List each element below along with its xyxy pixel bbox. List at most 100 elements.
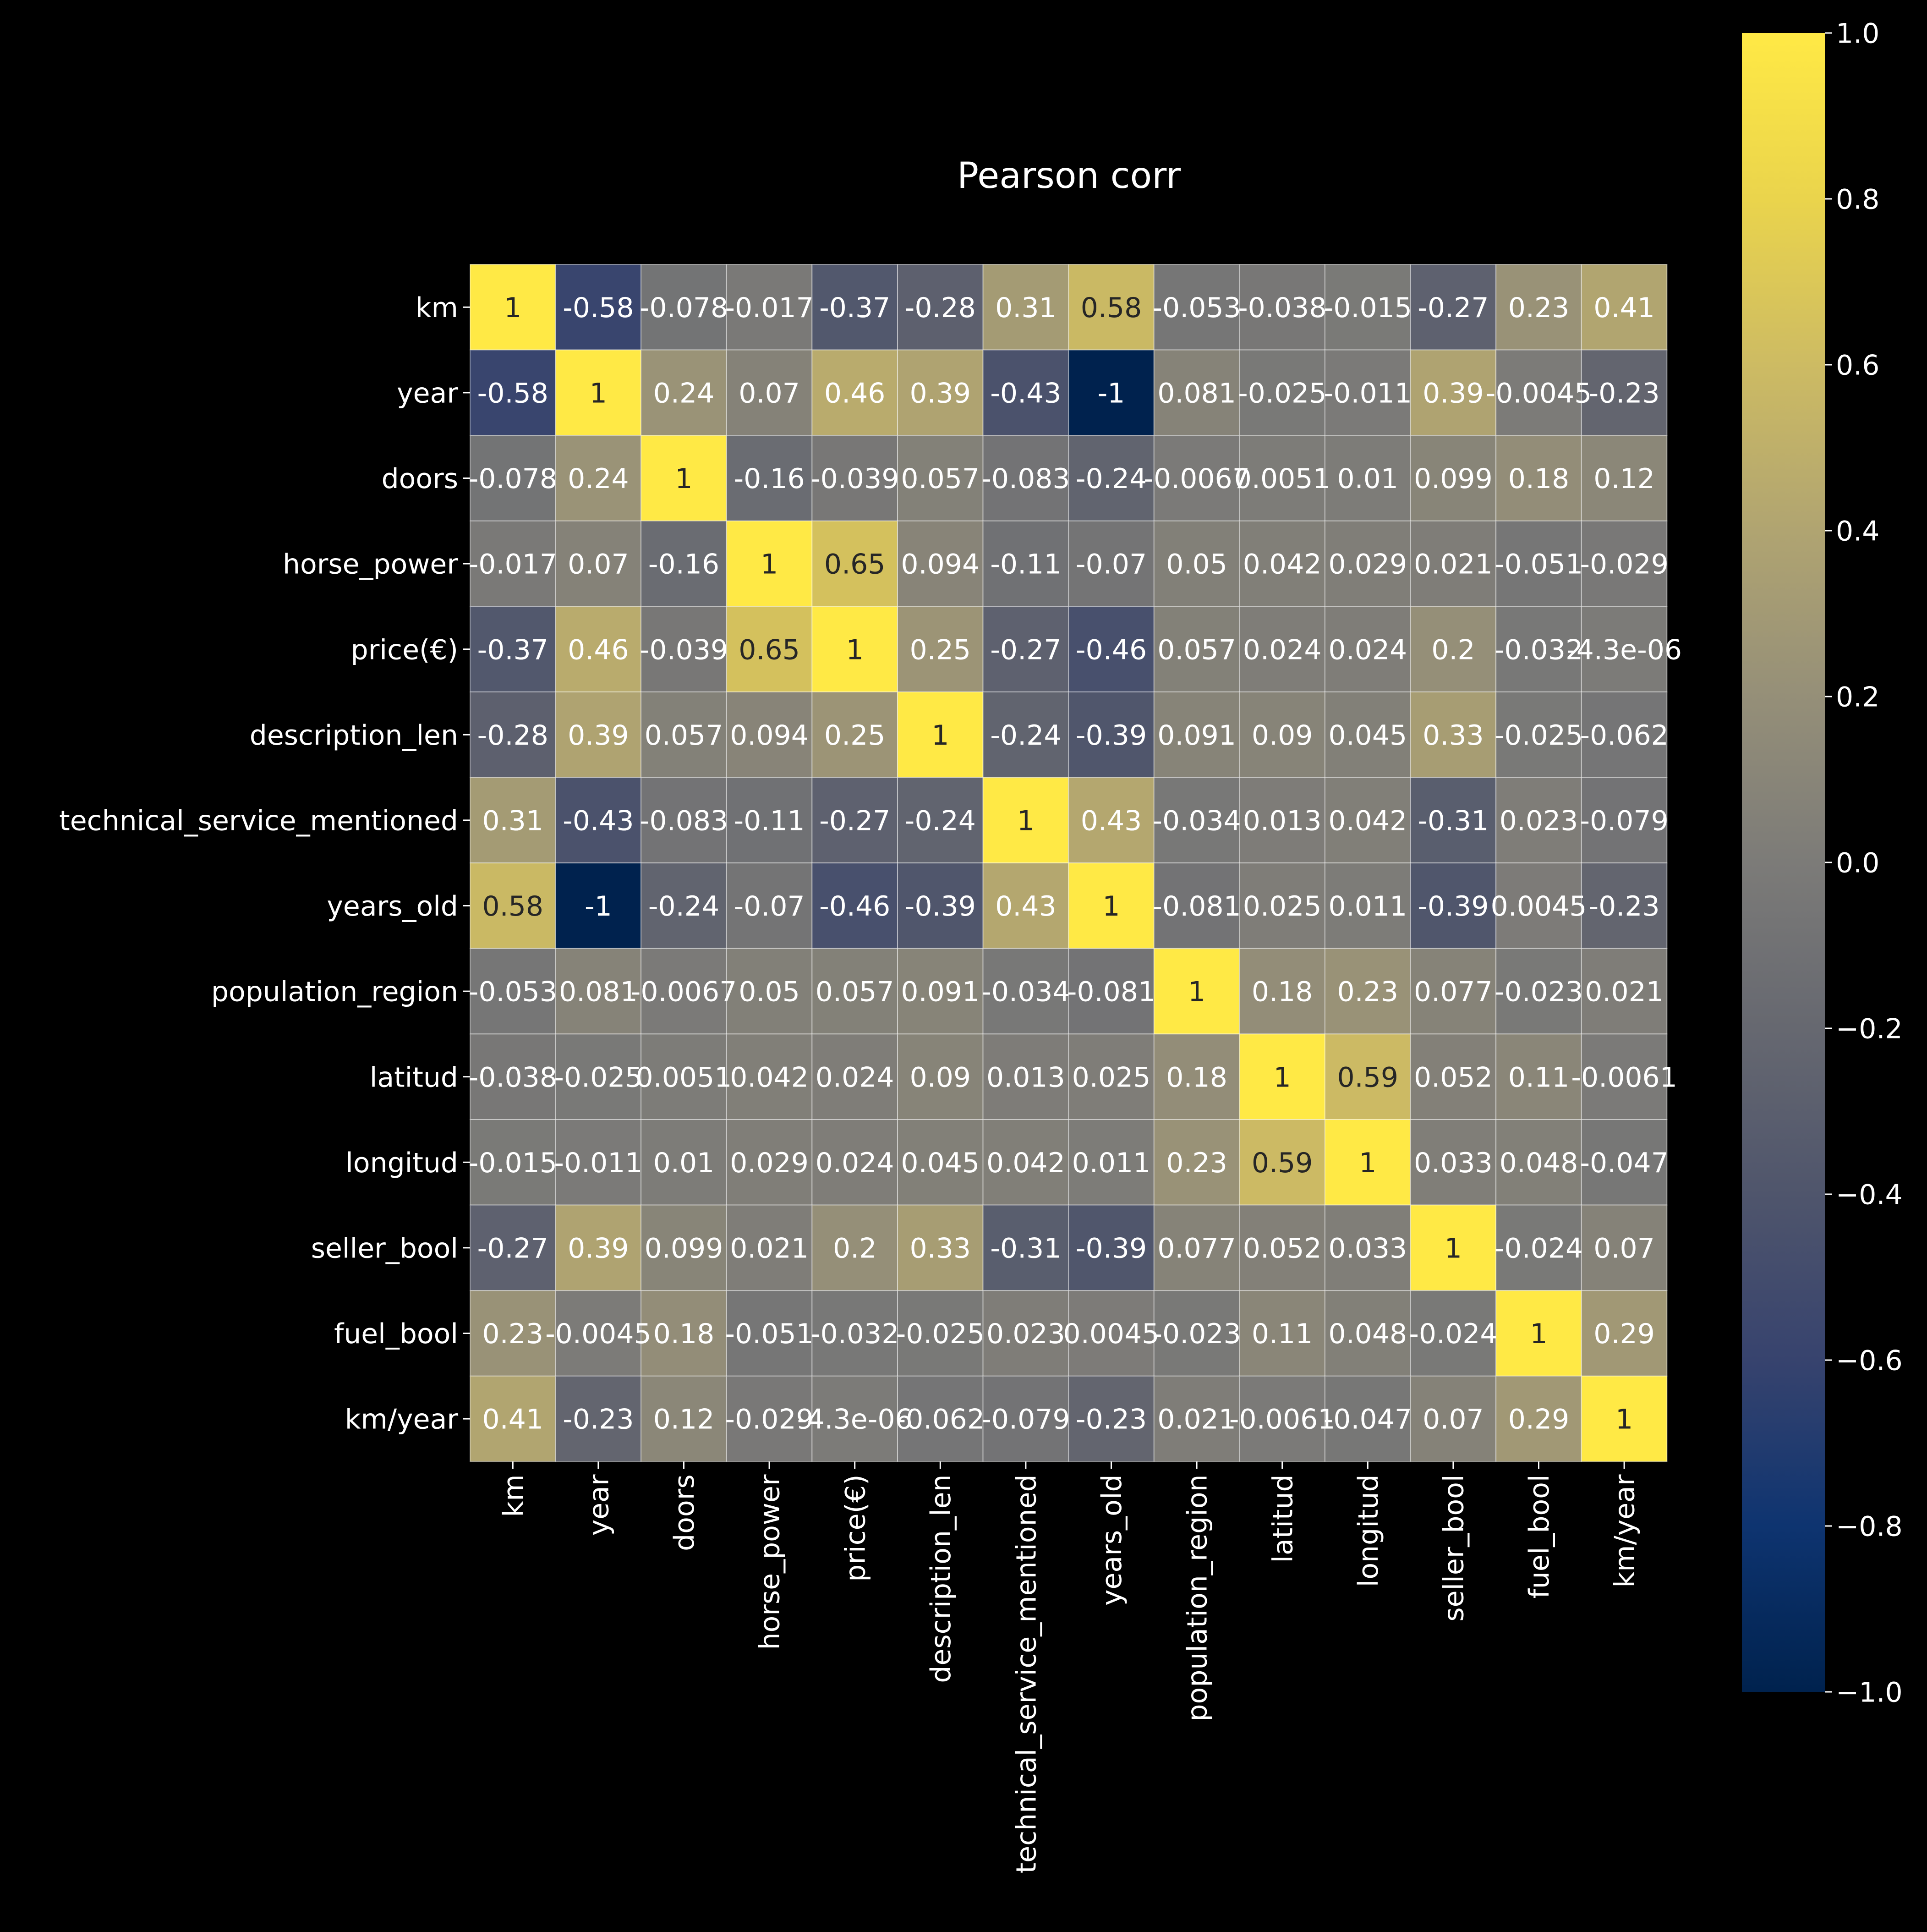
cell-annotation-12-0: 0.23 [482, 1318, 544, 1350]
cell-annotation-6-10: 0.042 [1328, 805, 1407, 837]
cell-annotation-13-3: -0.029 [725, 1404, 813, 1436]
heatmap-cell-11-3 [726, 1204, 813, 1291]
heatmap-cell-3-7 [1068, 520, 1155, 607]
cell-annotation-8-0: -0.053 [469, 976, 557, 1008]
heatmap-cell-7-4 [811, 862, 898, 949]
cell-annotation-3-9: 0.042 [1243, 549, 1322, 581]
cell-annotation-10-2: 0.01 [653, 1147, 715, 1179]
cell-annotation-0-10: -0.015 [1324, 292, 1412, 324]
cell-annotation-11-6: -0.31 [990, 1233, 1061, 1265]
cell-annotation-4-4: 1 [846, 634, 864, 666]
heatmap-cell-7-1 [555, 862, 642, 949]
heatmap-cell-13-9 [1239, 1375, 1325, 1462]
cell-annotation-5-9: 0.09 [1252, 719, 1313, 752]
heatmap-cell-13-8 [1153, 1375, 1240, 1462]
cell-annotation-10-12: 0.048 [1500, 1147, 1578, 1179]
heatmap-cell-13-13 [1581, 1375, 1668, 1462]
heatmap-cell-4-3 [726, 606, 813, 693]
cell-annotation-8-5: 0.091 [901, 976, 980, 1008]
cell-annotation-10-13: -0.047 [1580, 1147, 1668, 1179]
cell-annotation-2-2: 1 [675, 463, 692, 495]
cell-annotation-3-5: 0.094 [901, 549, 980, 581]
x-tick-label-12: fuel_bool [1523, 1474, 1555, 1598]
heatmap-cell-10-1 [555, 1119, 642, 1206]
y-tick-label-5: description_len [250, 719, 458, 752]
heatmap-cell-6-4 [811, 777, 898, 864]
cell-annotation-10-7: 0.011 [1072, 1147, 1151, 1179]
cell-annotation-12-9: 0.11 [1252, 1318, 1313, 1350]
x-tick-labels: km year doors horse_power price(€) descriptio… [498, 1461, 1641, 1873]
cell-annotation-3-0: -0.017 [469, 549, 557, 581]
colorbar-tick-label-0: 1.0 [1836, 18, 1879, 50]
y-tick-label-4: price(€) [351, 634, 458, 666]
heatmap-cell-4-10 [1325, 606, 1411, 693]
cell-annotation-12-3: -0.051 [725, 1318, 813, 1350]
colorbar [1742, 33, 1825, 1692]
cell-annotation-12-13: 0.29 [1593, 1318, 1655, 1350]
heatmap-annotations: 1 -0.58 -0.078-0.017 -0.37 -0.28 0.31 0.58 -0.0… [469, 292, 1682, 1436]
cell-annotation-9-10: 0.59 [1337, 1061, 1399, 1093]
heatmap-cell-10-5 [897, 1119, 984, 1206]
cell-annotation-0-0: 1 [504, 292, 521, 324]
cell-annotation-4-7: -0.46 [1076, 634, 1147, 666]
cell-annotation-10-3: 0.029 [730, 1147, 809, 1179]
y-tick-label-12: fuel_bool [334, 1318, 458, 1350]
cell-annotation-3-1: 0.07 [568, 549, 629, 581]
cell-annotation-6-0: 0.31 [482, 805, 544, 837]
cell-annotation-13-4: -4.3e-06 [797, 1404, 913, 1436]
cell-annotation-10-6: 0.042 [986, 1147, 1065, 1179]
cell-annotation-6-11: -0.31 [1418, 805, 1489, 837]
cell-annotation-1-0: -0.58 [477, 378, 548, 410]
cell-annotation-1-4: 0.46 [824, 378, 886, 410]
cell-annotation-2-6: -0.083 [981, 463, 1070, 495]
heatmap-cell-2-10 [1325, 435, 1411, 521]
x-tick-label-9: latitud [1267, 1474, 1299, 1563]
x-tick-label-11: seller_bool [1438, 1474, 1470, 1621]
cell-annotation-8-11: 0.077 [1414, 976, 1493, 1008]
heatmap-cell-8-6 [982, 948, 1069, 1035]
cell-annotation-5-6: -0.24 [990, 719, 1061, 752]
heatmap-cell-8-9 [1239, 948, 1325, 1035]
heatmap-cell-1-6 [982, 349, 1069, 436]
cell-annotation-6-9: 0.013 [1243, 805, 1322, 837]
cell-annotation-4-2: -0.039 [640, 634, 728, 666]
cell-annotation-5-5: 1 [931, 719, 949, 752]
cell-annotation-1-7: -1 [1098, 378, 1125, 410]
cell-annotation-7-13: -0.23 [1588, 890, 1659, 922]
heatmap-cell-7-10 [1325, 862, 1411, 949]
cell-annotation-3-6: -0.11 [990, 549, 1061, 581]
heatmap-cell-12-10 [1325, 1290, 1411, 1377]
heatmap-cell-12-7 [1068, 1290, 1155, 1377]
heatmap-cell-9-0 [470, 1033, 556, 1120]
cell-annotation-10-0: -0.015 [469, 1147, 557, 1179]
heatmap-cell-12-1 [555, 1290, 642, 1377]
heatmap-cell-3-3 [726, 520, 813, 607]
heatmap-cell-10-9 [1239, 1119, 1325, 1206]
x-tick-label-10: longitud [1352, 1474, 1385, 1587]
heatmap-cell-8-7 [1068, 948, 1155, 1035]
heatmap-cell-10-13 [1581, 1119, 1668, 1206]
cell-annotation-4-3: 0.65 [739, 634, 800, 666]
heatmap-cell-0-11 [1410, 264, 1497, 351]
heatmap-cell-13-2 [641, 1375, 727, 1462]
heatmap-cell-10-3 [726, 1119, 813, 1206]
y-tick-label-13: km/year [345, 1404, 459, 1436]
heatmap-cell-3-12 [1495, 520, 1582, 607]
cell-annotation-1-5: 0.39 [910, 378, 971, 410]
cell-annotation-13-13: 1 [1615, 1404, 1633, 1436]
cell-annotation-7-3: -0.07 [734, 890, 805, 922]
colorbar-tick-label-7: −0.4 [1836, 1179, 1903, 1211]
heatmap-cell-4-5 [897, 606, 984, 693]
heatmap-cell-12-8 [1153, 1290, 1240, 1377]
heatmap-cell-0-8 [1153, 264, 1240, 351]
cell-annotation-6-6: 1 [1017, 805, 1035, 837]
cell-annotation-0-1: -0.58 [563, 292, 634, 324]
heatmap-cell-7-7 [1068, 862, 1155, 949]
cell-annotation-11-12: -0.024 [1495, 1233, 1583, 1265]
heatmap-cell-1-5 [897, 349, 984, 436]
cell-annotation-12-10: 0.048 [1328, 1318, 1407, 1350]
heatmap-cell-6-7 [1068, 777, 1155, 864]
cell-annotation-7-4: -0.46 [819, 890, 890, 922]
heatmap-cell-0-12 [1495, 264, 1582, 351]
heatmap-cell-5-3 [726, 692, 813, 778]
